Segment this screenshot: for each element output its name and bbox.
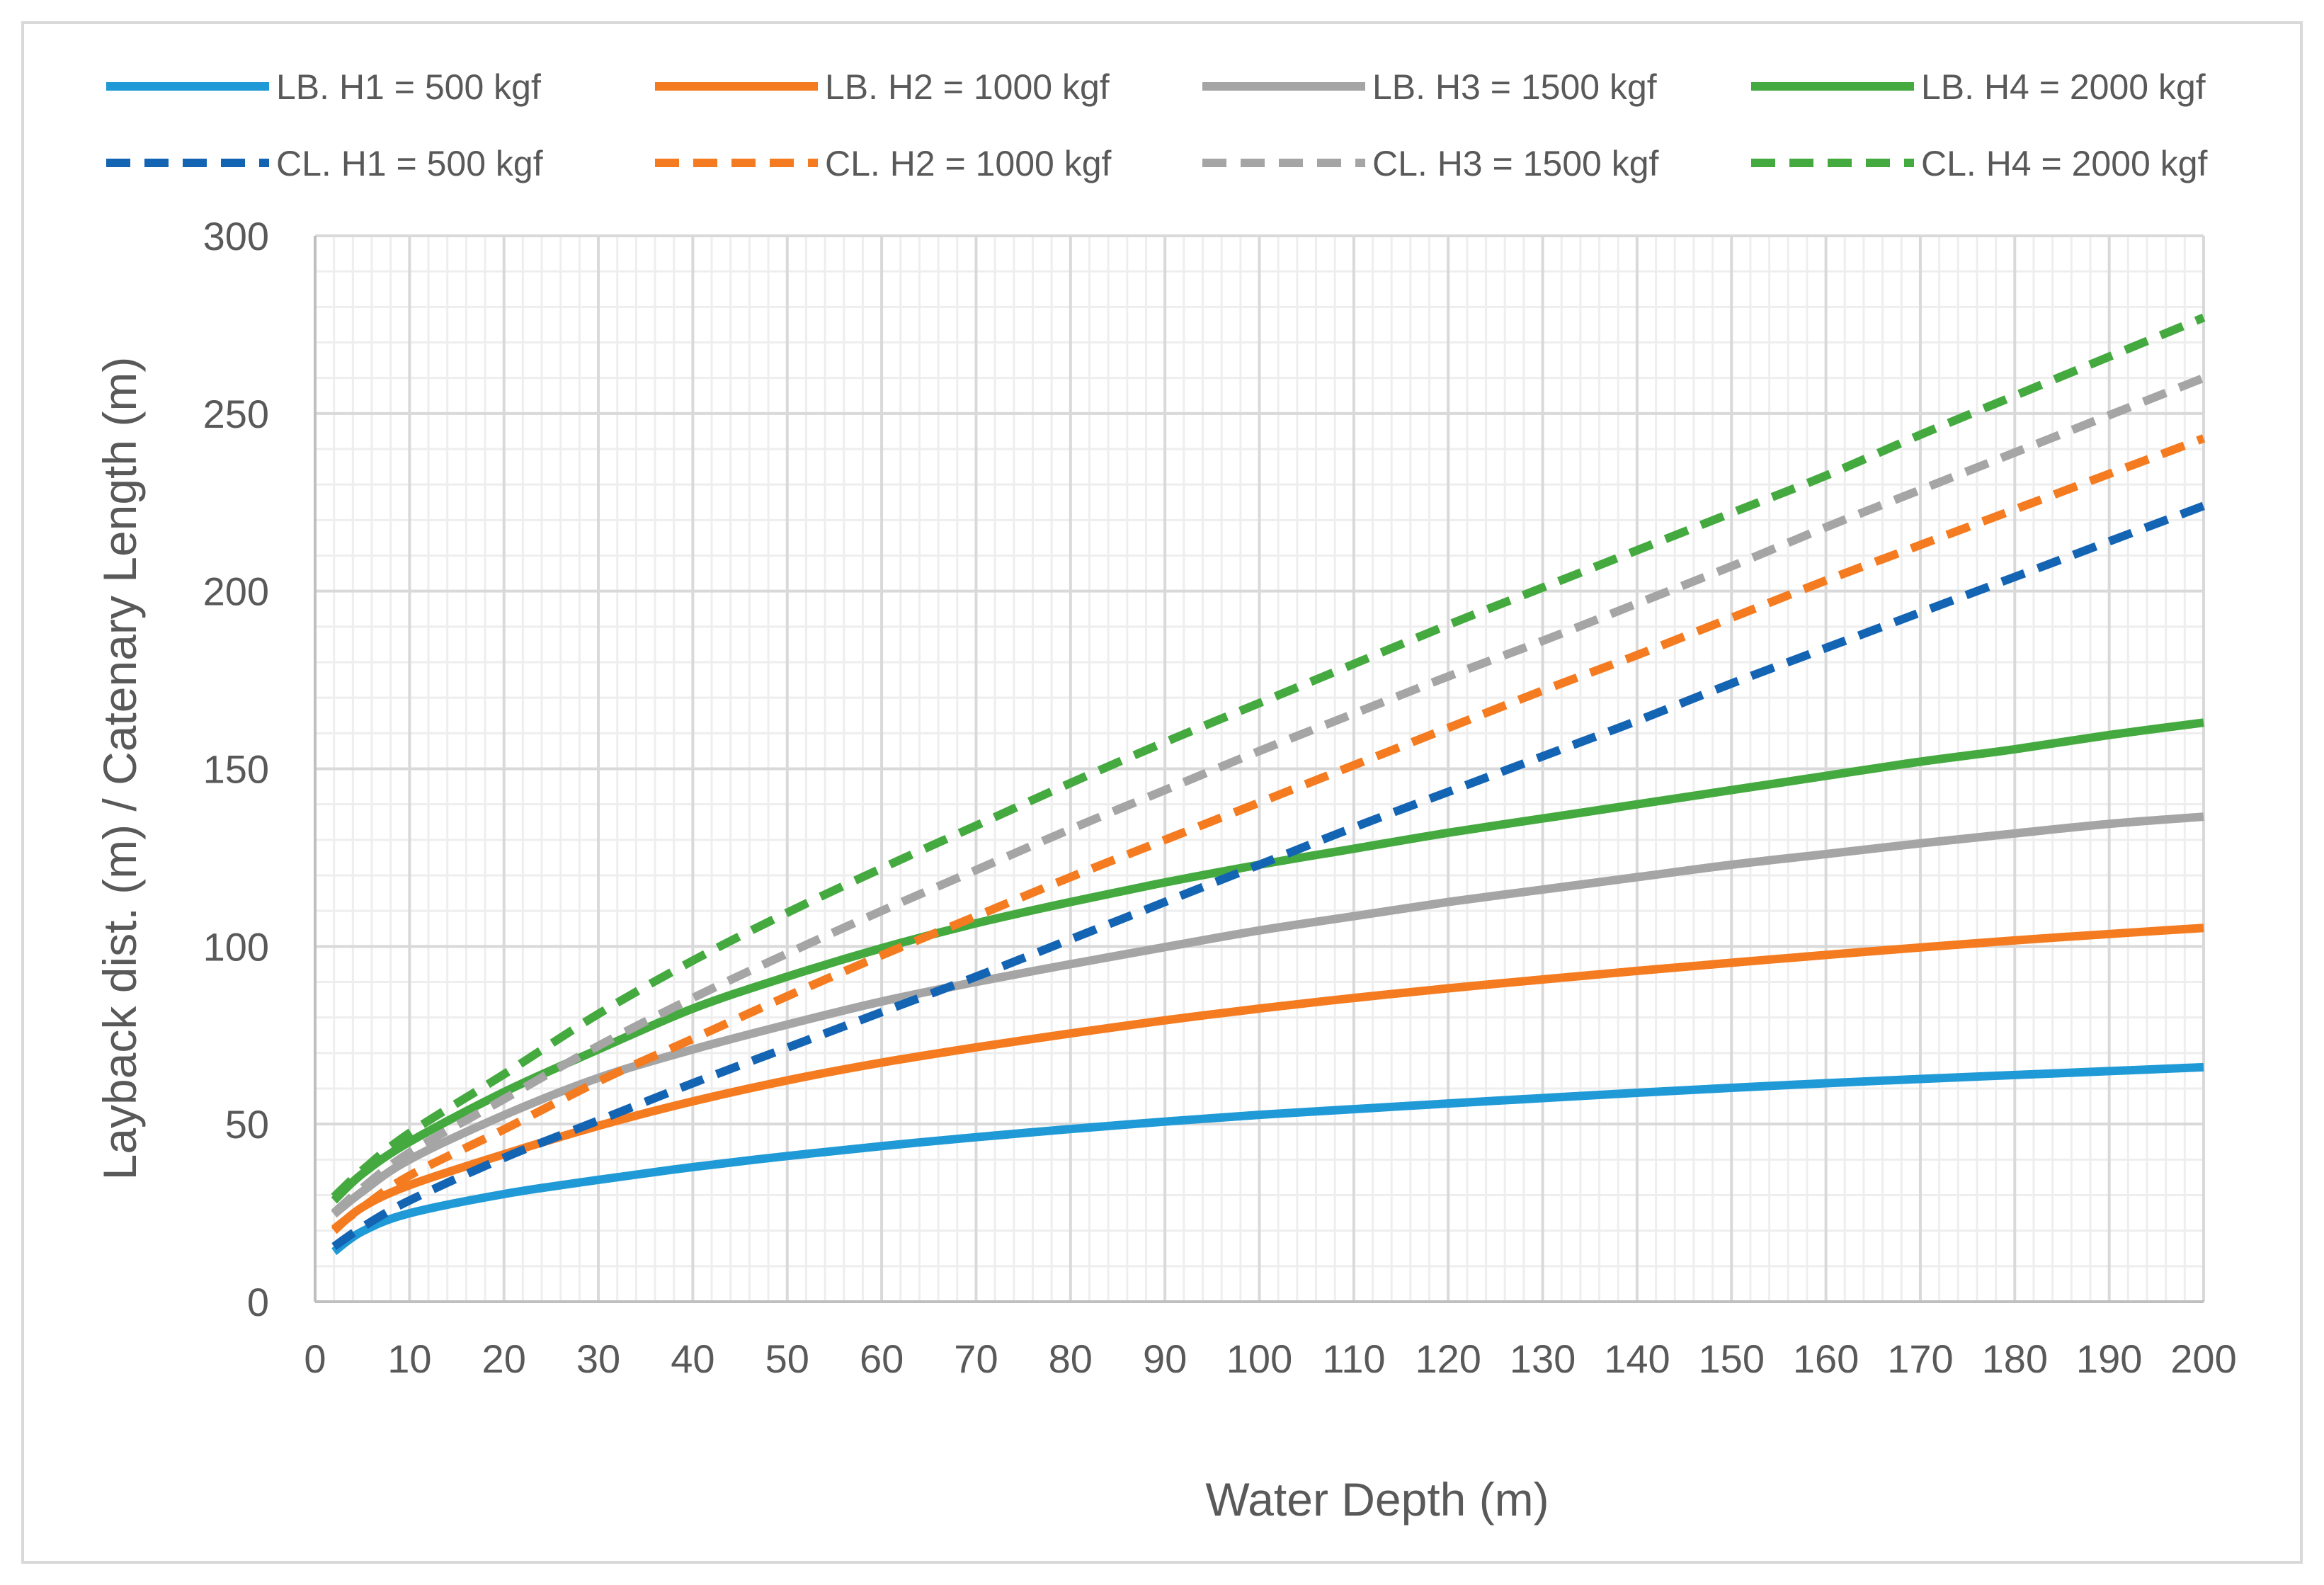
- x-tick-label: 50: [765, 1336, 809, 1381]
- x-tick-label: 120: [1415, 1336, 1481, 1381]
- legend-label-4: LB. H4 = 2000 kgf: [1921, 67, 2206, 107]
- x-tick-label: 150: [1699, 1336, 1765, 1381]
- major-gridlines: [315, 234, 2205, 1302]
- series-line-5: [331, 501, 2206, 1251]
- x-tick-label: 0: [304, 1336, 326, 1381]
- legend-label-7: CL. H3 = 1500 kgf: [1372, 144, 1659, 183]
- y-tick-label: 300: [203, 214, 269, 259]
- x-tick-label: 190: [2076, 1336, 2142, 1381]
- series-layer: [331, 313, 2206, 1256]
- y-tick-label: 250: [203, 392, 269, 436]
- x-tick-label: 80: [1049, 1336, 1093, 1381]
- x-tick-labels: 0 10 20 30 40 50 60 70 80 90 100 110 120 130 140 150 160…: [304, 1336, 2236, 1381]
- x-axis-title: Water Depth (m): [1205, 1473, 1549, 1526]
- legend-label-6: CL. H2 = 1000 kgf: [825, 144, 1112, 183]
- x-tick-label: 180: [1982, 1336, 2048, 1381]
- legend: LB. H1 = 500 kgf LB. H2 = 1000 kgf LB. H3 …: [106, 67, 2208, 183]
- series-line-1: [331, 1062, 2204, 1256]
- y-tick-labels: 0 50 100 150 200 250 300: [203, 214, 269, 1324]
- legend-label-3: LB. H3 = 1500 kgf: [1372, 67, 1657, 107]
- legend-label-8: CL. H4 = 2000 kgf: [1921, 144, 2208, 183]
- series-line-3: [331, 812, 2204, 1218]
- x-tick-label: 90: [1143, 1336, 1187, 1381]
- y-tick-label: 50: [225, 1102, 269, 1147]
- x-tick-label: 130: [1510, 1336, 1576, 1381]
- series-line-6: [331, 434, 2206, 1232]
- y-tick-label: 150: [203, 747, 269, 792]
- series-line-2: [331, 924, 2204, 1234]
- x-tick-label: 40: [671, 1336, 714, 1381]
- series-line-4: [331, 718, 2204, 1204]
- x-tick-label: 140: [1604, 1336, 1670, 1381]
- axes: [314, 236, 2204, 1303]
- x-tick-label: 110: [1322, 1336, 1385, 1381]
- series-line-8: [331, 313, 2206, 1200]
- x-tick-label: 100: [1226, 1336, 1292, 1381]
- legend-label-1: LB. H1 = 500 kgf: [276, 67, 541, 107]
- x-tick-label: 20: [482, 1336, 526, 1381]
- x-tick-label: 30: [576, 1336, 620, 1381]
- series-line-7: [331, 374, 2206, 1217]
- x-tick-label: 10: [387, 1336, 431, 1381]
- x-tick-label: 70: [954, 1336, 998, 1381]
- x-tick-label: 160: [1793, 1336, 1859, 1381]
- y-tick-label: 200: [203, 569, 269, 614]
- y-tick-label: 100: [203, 924, 269, 969]
- y-axis-title: Layback dist. (m) / Catenary Length (m): [93, 357, 146, 1181]
- legend-label-5: CL. H1 = 500 kgf: [276, 144, 543, 183]
- legend-label-2: LB. H2 = 1000 kgf: [825, 67, 1110, 107]
- x-tick-label: 60: [860, 1336, 904, 1381]
- x-tick-label: 170: [1887, 1336, 1953, 1381]
- x-tick-label: 200: [2170, 1336, 2236, 1381]
- y-tick-label: 0: [247, 1280, 269, 1324]
